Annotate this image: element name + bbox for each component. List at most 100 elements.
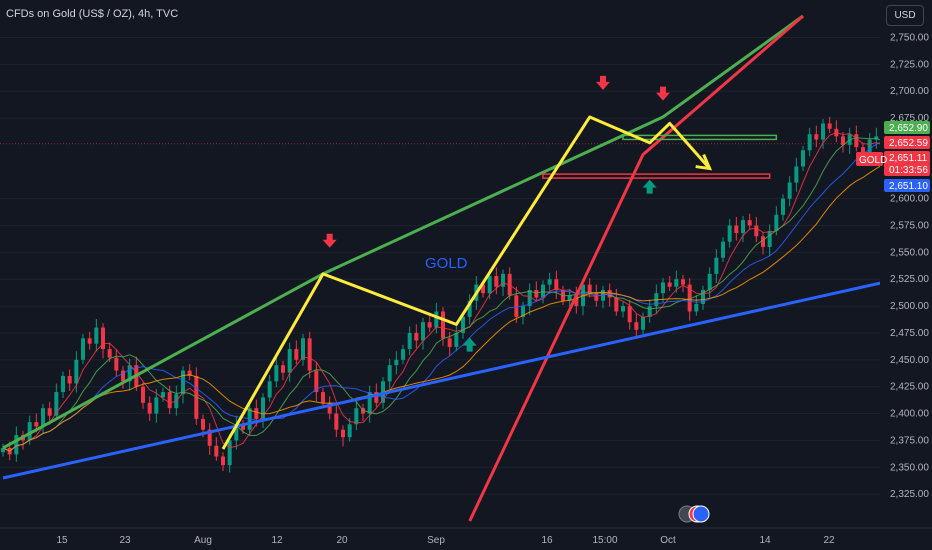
price-tick-label: 2,475.00 xyxy=(890,328,929,339)
candle-body xyxy=(681,279,685,285)
price-tick-label: 2,725.00 xyxy=(890,59,929,70)
candle-body xyxy=(841,136,845,145)
candle-body xyxy=(301,338,305,360)
candle-body xyxy=(341,429,345,438)
candle-body xyxy=(334,413,339,430)
candle-body xyxy=(567,295,572,301)
candle-body xyxy=(154,397,159,414)
candle-body xyxy=(514,295,519,317)
price-tick-label: 2,550.00 xyxy=(890,247,929,258)
candle-body xyxy=(207,429,212,446)
moving-averages xyxy=(2,131,890,452)
candle-body xyxy=(141,386,145,403)
price-tick-label: 2,600.00 xyxy=(890,194,929,205)
candle-body xyxy=(434,311,439,328)
candle-body xyxy=(574,295,579,307)
candle-body xyxy=(627,306,632,323)
candle-body xyxy=(521,306,525,317)
signal-arrows[interactable] xyxy=(322,75,670,352)
arrow-down-icon xyxy=(596,75,610,90)
price-zones[interactable] xyxy=(542,134,778,179)
price-tag-bg xyxy=(884,121,930,134)
price-tick-label: 2,400.00 xyxy=(890,409,929,420)
arrow-up-icon xyxy=(642,179,657,194)
candle-body xyxy=(387,365,392,382)
candle-body xyxy=(347,424,352,438)
candle-body xyxy=(287,349,292,373)
time-tick-label: 12 xyxy=(271,535,283,546)
candle-body xyxy=(441,311,445,339)
candle-body xyxy=(421,322,425,341)
price-tick-label: 2,500.00 xyxy=(890,301,929,312)
candle-body xyxy=(74,359,79,384)
price-axis-panel[interactable] xyxy=(880,0,932,528)
price-tick-label: 2,575.00 xyxy=(890,221,929,232)
candle-body xyxy=(294,349,299,360)
moving-average-line xyxy=(2,159,890,452)
candle-body xyxy=(867,139,872,156)
price-tick-label: 2,750.00 xyxy=(890,32,929,43)
trend-lines[interactable] xyxy=(2,14,884,522)
candle-body xyxy=(554,279,559,290)
gold-annotation-label[interactable]: GOLD xyxy=(425,255,468,272)
candle-body xyxy=(94,327,99,344)
candle-body xyxy=(27,422,32,441)
candle-body xyxy=(614,297,619,312)
candle-body xyxy=(541,284,545,298)
price-axis-ticks: 2,750.00 2,725.00 2,700.00 2,675.00 2,600.00… xyxy=(890,32,929,500)
candle-body xyxy=(234,424,239,441)
candle-body xyxy=(254,408,259,419)
zone-support xyxy=(542,173,771,179)
candle-body xyxy=(241,424,245,430)
price-tick-label: 2,375.00 xyxy=(890,435,929,446)
candle-body xyxy=(201,418,205,430)
time-tick-label: 15:00 xyxy=(592,535,617,546)
price-tag-bg xyxy=(884,136,930,149)
candle-body xyxy=(1,447,5,453)
candle-body xyxy=(41,408,45,427)
candle-body xyxy=(367,392,372,414)
currency-button[interactable]: USD xyxy=(886,5,924,26)
time-tick-label: Oct xyxy=(660,535,676,546)
price-tick-label: 2,350.00 xyxy=(890,462,929,473)
candle-body xyxy=(634,322,639,330)
candle-body xyxy=(354,408,359,425)
candle-body xyxy=(814,134,819,140)
price-tag-bg xyxy=(884,179,930,192)
candle-body xyxy=(374,392,379,403)
candle-body xyxy=(107,349,112,358)
arrow-down-icon xyxy=(656,86,670,101)
candle-body xyxy=(801,150,805,167)
zone-resistance xyxy=(622,134,778,141)
candle-body xyxy=(821,123,825,140)
candle-body xyxy=(161,392,165,398)
candle-body xyxy=(321,392,325,403)
candle-body xyxy=(747,220,752,226)
price-tag-bg xyxy=(884,151,930,164)
price-tick-label: 2,325.00 xyxy=(890,489,929,500)
candle-body xyxy=(307,338,312,371)
candle-body xyxy=(181,370,185,395)
economic-events-icon[interactable] xyxy=(678,505,710,523)
candle-body xyxy=(694,303,699,312)
price-tag-text: 01:33:56 xyxy=(889,165,928,176)
symbol-tag: GOLD xyxy=(856,152,887,166)
symbol-tag-text: GOLD xyxy=(859,155,887,166)
candle-series xyxy=(1,117,892,473)
candle-body xyxy=(481,284,485,294)
candle-body xyxy=(361,408,365,414)
candle-body xyxy=(734,225,739,234)
candle-body xyxy=(427,322,432,328)
candle-body xyxy=(534,289,539,298)
candle-body xyxy=(34,422,39,427)
candle-body xyxy=(414,332,419,341)
candle-body xyxy=(547,279,552,285)
time-axis-panel[interactable] xyxy=(0,528,932,550)
candle-body xyxy=(221,456,225,466)
candle-body xyxy=(727,225,732,242)
time-tick-label: Sep xyxy=(427,535,445,546)
time-tick-label: 22 xyxy=(823,535,835,546)
candle-body xyxy=(701,289,705,304)
yellow-pattern-path[interactable] xyxy=(221,115,713,450)
